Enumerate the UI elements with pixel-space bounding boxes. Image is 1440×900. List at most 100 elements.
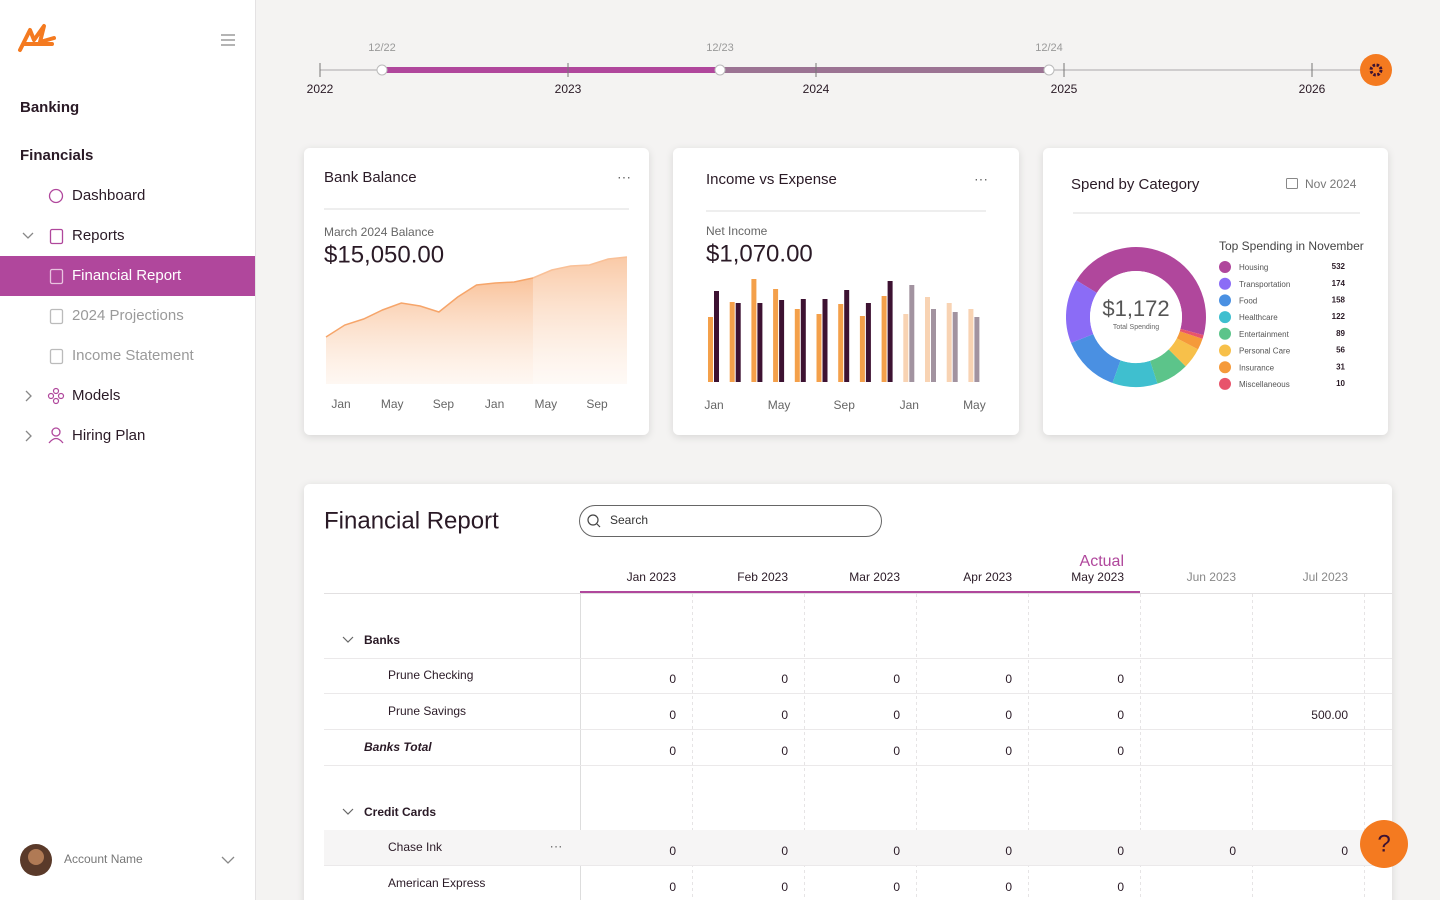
donut-slice bbox=[1071, 334, 1121, 383]
nav-icon bbox=[49, 228, 64, 245]
gear-icon bbox=[1369, 63, 1383, 77]
nav-item[interactable]: Hiring Plan bbox=[72, 427, 145, 444]
legend-swatch bbox=[1219, 361, 1231, 374]
donut-slice bbox=[1168, 338, 1199, 367]
nav-item[interactable]: Dashboard bbox=[72, 187, 145, 204]
nav-section[interactable]: Banking bbox=[20, 99, 79, 116]
cell: 0 bbox=[669, 744, 676, 758]
nav-item[interactable]: Financial Report bbox=[72, 267, 182, 284]
help-label[interactable]: ? bbox=[1377, 830, 1390, 857]
cell: 0 bbox=[1229, 844, 1236, 858]
cell: 0 bbox=[1005, 844, 1012, 858]
bar bbox=[952, 312, 958, 382]
legend-value: 532 bbox=[1332, 262, 1346, 271]
timeline-handle[interactable] bbox=[714, 64, 726, 76]
legend-label: Transportation bbox=[1239, 280, 1290, 289]
row-chevron[interactable] bbox=[342, 808, 354, 815]
timeline-range-forecast bbox=[720, 67, 1049, 73]
total-label: Banks Total bbox=[364, 740, 432, 754]
nav-item[interactable]: 2024 Projections bbox=[72, 307, 184, 324]
x-tick-label: Sep bbox=[586, 397, 608, 411]
balance-value: $15,050.00 bbox=[324, 241, 444, 268]
bar bbox=[757, 303, 763, 382]
settings-button[interactable] bbox=[1360, 54, 1392, 86]
cell: 0 bbox=[893, 744, 900, 758]
search-icon bbox=[596, 523, 601, 528]
help-button[interactable] bbox=[1360, 820, 1408, 868]
x-tick-label: May bbox=[768, 398, 791, 412]
projection-overlay bbox=[532, 240, 628, 384]
legend-swatch bbox=[1219, 261, 1231, 273]
group-label: Banks bbox=[364, 633, 400, 647]
cell: 0 bbox=[669, 844, 676, 858]
legend-title: Top Spending in November bbox=[1219, 239, 1364, 253]
timeline-handle[interactable] bbox=[1043, 64, 1055, 76]
bar bbox=[903, 314, 909, 382]
timeline-marker-label: 12/24 bbox=[1035, 42, 1063, 54]
nav-icon bbox=[49, 348, 64, 365]
timeline-year[interactable]: 2023 bbox=[555, 82, 582, 96]
timeline-marker-label: 12/23 bbox=[706, 42, 734, 54]
legend-label: Housing bbox=[1239, 263, 1268, 272]
more-button[interactable]: ··· bbox=[617, 169, 631, 185]
timeline-year[interactable]: 2022 bbox=[307, 82, 334, 96]
chevron[interactable] bbox=[221, 856, 235, 864]
nav-active bbox=[0, 256, 255, 296]
legend-swatch bbox=[1219, 294, 1231, 307]
column-header: Jan 2023 bbox=[627, 570, 677, 584]
legend-value: 122 bbox=[1332, 312, 1346, 321]
timeline-marker-label: 12/22 bbox=[368, 42, 396, 54]
cell: 0 bbox=[669, 880, 676, 894]
legend-swatch bbox=[1219, 344, 1231, 357]
bar bbox=[794, 309, 800, 382]
legend-swatch bbox=[1219, 277, 1231, 290]
calendar-icon[interactable] bbox=[1286, 178, 1298, 189]
nav-section[interactable]: Financials bbox=[20, 147, 93, 164]
bar bbox=[925, 297, 930, 382]
timeline-year[interactable]: 2024 bbox=[803, 82, 830, 96]
row-chevron[interactable] bbox=[342, 636, 354, 643]
search-placeholder: Search bbox=[610, 513, 648, 527]
row-label: American Express bbox=[388, 876, 485, 890]
bar bbox=[859, 316, 865, 382]
area-line bbox=[325, 256, 628, 338]
menu-icon[interactable] bbox=[221, 34, 235, 46]
timeline-handle[interactable] bbox=[376, 64, 388, 76]
chevron[interactable] bbox=[25, 430, 32, 442]
nav-item[interactable]: Models bbox=[72, 387, 120, 404]
bar bbox=[844, 290, 850, 382]
nav-item[interactable]: Income Statement bbox=[72, 347, 195, 364]
bar bbox=[822, 299, 828, 382]
card-title: Income vs Expense bbox=[706, 171, 837, 188]
bar bbox=[708, 317, 713, 382]
search-box[interactable] bbox=[579, 505, 882, 537]
nav-icon bbox=[48, 188, 64, 204]
legend-label: Healthcare bbox=[1239, 313, 1278, 322]
legend-value: 56 bbox=[1336, 346, 1345, 355]
account-name[interactable]: Account Name bbox=[64, 852, 143, 866]
bar bbox=[881, 296, 887, 382]
more-button[interactable]: ··· bbox=[974, 171, 988, 187]
cell: 0 bbox=[893, 880, 900, 894]
chevron[interactable] bbox=[25, 390, 32, 402]
donut-slice bbox=[1065, 280, 1097, 344]
date-filter[interactable]: Nov 2024 bbox=[1305, 177, 1357, 191]
chevron[interactable] bbox=[22, 232, 34, 239]
logo[interactable] bbox=[18, 24, 56, 52]
bar bbox=[946, 303, 952, 382]
cell: 0 bbox=[1005, 708, 1012, 722]
timeline-year[interactable]: 2025 bbox=[1051, 82, 1078, 96]
row-label: Prune Savings bbox=[388, 704, 466, 718]
timeline-year[interactable]: 2026 bbox=[1299, 82, 1326, 96]
legend-swatch bbox=[1219, 327, 1231, 340]
row-label: Prune Checking bbox=[388, 668, 473, 682]
cell: 0 bbox=[781, 844, 788, 858]
nav-item[interactable]: Reports bbox=[72, 227, 125, 244]
area-fill bbox=[326, 257, 627, 384]
income-value: $1,070.00 bbox=[706, 240, 813, 267]
row-menu[interactable]: ··· bbox=[550, 838, 563, 853]
cell: 0 bbox=[1117, 708, 1124, 722]
bar bbox=[931, 309, 936, 382]
bar bbox=[714, 291, 719, 382]
donut-hole bbox=[1090, 271, 1182, 363]
